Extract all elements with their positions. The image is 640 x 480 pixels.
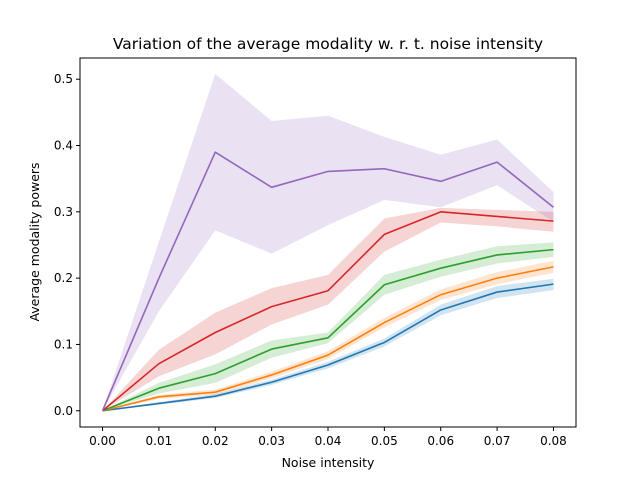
x-tick-label: 0.05 <box>371 434 398 448</box>
y-axis-ticks: 0.0 0.1 0.2 0.3 0.4 0.5 <box>54 72 80 418</box>
y-tick-label: 0.2 <box>54 271 73 285</box>
y-tick-label: 0.3 <box>54 205 73 219</box>
confidence-bands <box>102 73 554 411</box>
series-1-band <box>102 278 554 411</box>
y-tick-label: 0.4 <box>54 139 73 153</box>
series-2-line <box>102 266 554 412</box>
x-tick-label: 0.00 <box>89 434 116 448</box>
y-tick-label: 0.5 <box>54 72 73 86</box>
x-tick-label: 0.08 <box>540 434 567 448</box>
x-tick-label: 0.06 <box>427 434 454 448</box>
x-tick-label: 0.07 <box>484 434 511 448</box>
series-5-band <box>102 73 554 411</box>
chart-title: Variation of the average modality w. r. … <box>113 35 543 53</box>
x-tick-label: 0.04 <box>315 434 342 448</box>
y-axis-label: Average modality powers <box>27 162 42 321</box>
y-tick-label: 0.0 <box>54 404 73 418</box>
x-axis-label: Noise intensity <box>282 455 375 470</box>
x-tick-label: 0.03 <box>258 434 285 448</box>
series-lines <box>101 151 554 412</box>
series-2-band <box>102 260 554 411</box>
series-3-band <box>102 242 554 411</box>
x-axis-ticks: 0.00 0.01 0.02 0.03 0.04 0.05 0.06 0.07 0.08 <box>89 427 567 448</box>
series-3-line <box>102 248 554 412</box>
series-5-line <box>101 151 554 412</box>
series-4-line <box>102 211 554 412</box>
x-tick-label: 0.01 <box>146 434 173 448</box>
series-1-line <box>102 283 554 412</box>
y-tick-label: 0.1 <box>54 337 73 351</box>
x-tick-label: 0.02 <box>202 434 229 448</box>
